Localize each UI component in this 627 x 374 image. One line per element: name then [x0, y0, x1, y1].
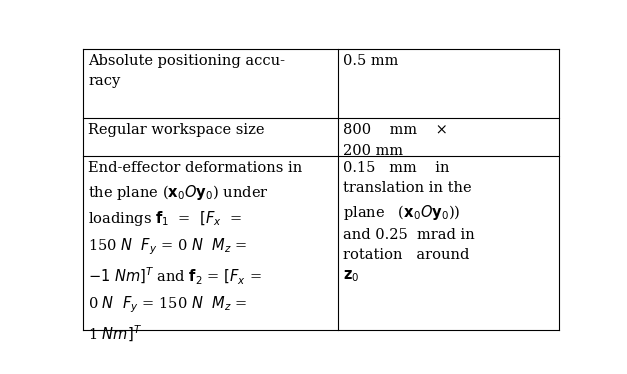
Text: Absolute positioning accu-
racy: Absolute positioning accu- racy: [88, 54, 285, 88]
Text: Regular workspace size: Regular workspace size: [88, 123, 265, 138]
Text: 0.5 mm: 0.5 mm: [343, 54, 399, 68]
Text: End-effector deformations in
the plane ($\mathbf{x}_0O\mathbf{y}_0$) under
loadi: End-effector deformations in the plane (…: [88, 161, 302, 344]
Text: 800    mm    ×
200 mm: 800 mm × 200 mm: [343, 123, 448, 157]
Text: 0.15   mm    in
translation in the
plane   ($\mathbf{x}_0O\mathbf{y}_0$))
and 0.: 0.15 mm in translation in the plane ($\m…: [343, 161, 475, 283]
